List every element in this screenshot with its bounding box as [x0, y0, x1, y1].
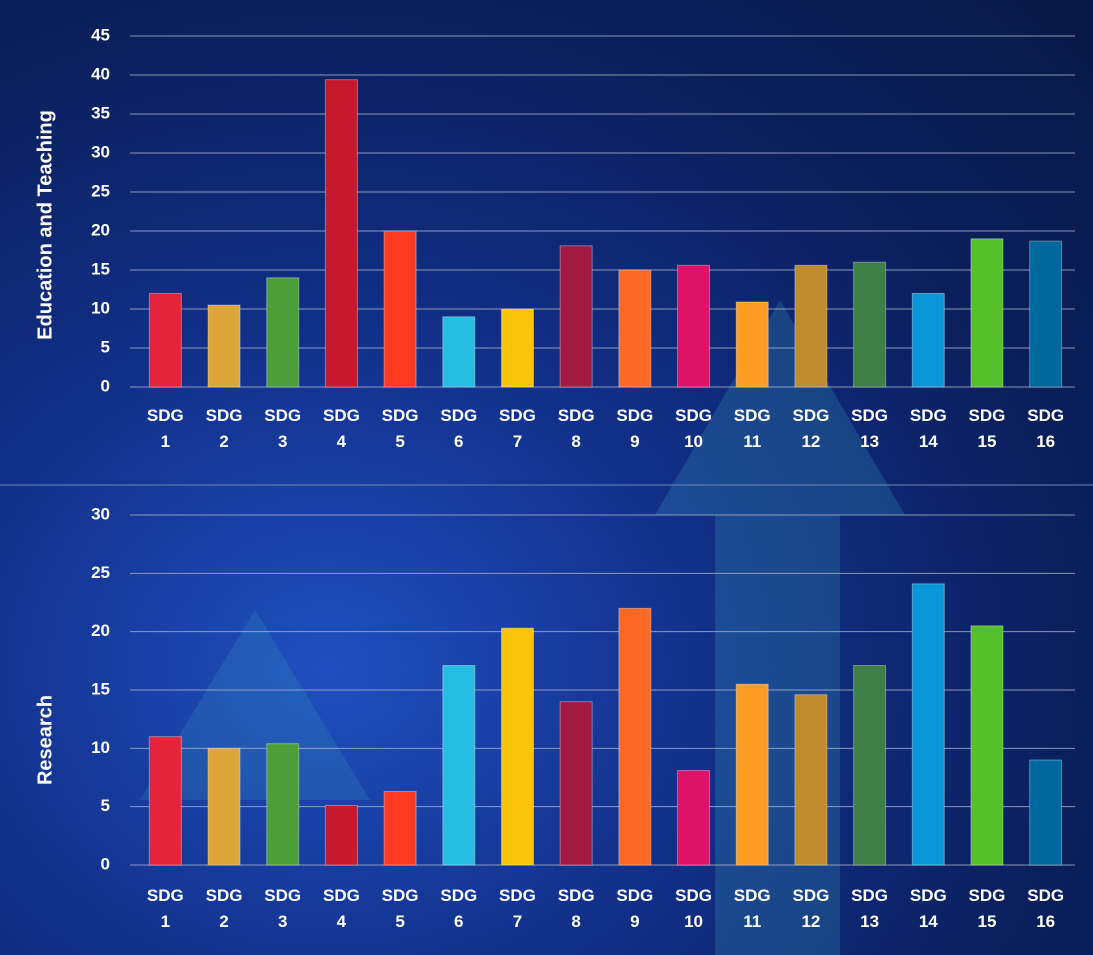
decor-arrow: [140, 610, 370, 800]
y-axis-title: Research: [34, 695, 56, 785]
y-tick-label: 40: [91, 64, 110, 83]
y-tick-label: 45: [91, 25, 110, 44]
x-tick-label: SDG 11: [733, 406, 771, 451]
bar: [970, 238, 1004, 388]
bar: [500, 627, 534, 866]
decor-arrow: [655, 300, 905, 955]
bar: [383, 230, 417, 388]
x-tick-label: SDG 10: [675, 886, 712, 931]
bar: [324, 79, 358, 388]
x-tick-label: SDG 12: [792, 886, 830, 931]
x-tick-label: SDG 8: [557, 406, 595, 451]
bar: [618, 269, 652, 388]
bar: [148, 736, 182, 866]
x-tick-label: SDG 9: [616, 406, 654, 451]
y-tick-label: 5: [101, 796, 110, 815]
y-tick-label: 25: [91, 181, 110, 200]
bar: [207, 304, 241, 388]
y-tick-label: 30: [91, 142, 110, 161]
x-tick-label: SDG 15: [968, 406, 1006, 451]
bar: [677, 264, 711, 388]
bar: [207, 747, 241, 866]
x-tick-label: SDG 7: [499, 406, 536, 451]
x-tick-label: SDG 2: [205, 886, 243, 931]
x-tick-label: SDG 14: [909, 886, 947, 931]
bar: [970, 625, 1004, 866]
bar: [794, 264, 828, 388]
bar: [1029, 759, 1063, 866]
y-tick-label: 20: [91, 621, 110, 640]
x-tick-label: SDG 2: [205, 406, 243, 451]
bar: [559, 245, 593, 388]
bar: [618, 607, 652, 866]
bar: [559, 701, 593, 866]
y-tick-label: 25: [91, 563, 110, 582]
y-tick-label: 5: [101, 337, 110, 356]
bar: [911, 583, 945, 866]
bar: [442, 665, 476, 866]
x-tick-label: SDG 7: [499, 886, 536, 931]
x-tick-label: SDG 10: [675, 406, 712, 451]
x-tick-label: SDG 8: [557, 886, 595, 931]
x-tick-label: SDG 5: [381, 886, 419, 931]
x-tick-label: SDG 14: [909, 406, 947, 451]
x-tick-label: SDG 16: [1027, 406, 1065, 451]
x-tick-label: SDG 3: [264, 886, 302, 931]
x-tick-label: SDG 6: [440, 886, 478, 931]
x-tick-label: SDG 3: [264, 406, 302, 451]
y-tick-label: 10: [91, 738, 110, 757]
y-tick-label: 15: [91, 259, 110, 278]
x-tick-label: SDG 16: [1027, 886, 1065, 931]
bar: [1029, 240, 1063, 388]
x-tick-label: SDG 1: [146, 406, 184, 451]
bar: [500, 308, 534, 388]
x-tick-label: SDG 5: [381, 406, 419, 451]
bar: [442, 316, 476, 388]
bar: [677, 770, 711, 866]
x-tick-label: SDG 12: [792, 406, 830, 451]
bar: [735, 683, 769, 866]
x-tick-label: SDG 11: [733, 886, 771, 931]
y-tick-label: 30: [91, 504, 110, 523]
y-tick-label: 35: [91, 103, 110, 122]
x-tick-label: SDG 15: [968, 886, 1006, 931]
bar: [383, 791, 417, 866]
bar: [266, 277, 300, 388]
x-tick-label: SDG 1: [146, 886, 184, 931]
x-tick-label: SDG 9: [616, 886, 654, 931]
y-axis-title: Education and Teaching: [34, 110, 56, 340]
y-tick-label: 15: [91, 679, 110, 698]
x-tick-label: SDG 13: [851, 406, 889, 451]
x-tick-label: SDG 13: [851, 886, 889, 931]
x-tick-label: SDG 4: [322, 406, 360, 451]
bar: [735, 301, 769, 388]
bar: [911, 292, 945, 388]
x-tick-label: SDG 6: [440, 406, 478, 451]
y-tick-label: 10: [91, 298, 110, 317]
x-tick-label: SDG 4: [322, 886, 360, 931]
bar: [853, 665, 887, 866]
y-tick-label: 0: [101, 854, 110, 873]
y-tick-label: 0: [101, 376, 110, 395]
bar: [853, 261, 887, 388]
bar: [266, 743, 300, 866]
bar: [794, 694, 828, 866]
bar: [324, 805, 358, 866]
bar: [148, 292, 182, 388]
y-tick-label: 20: [91, 220, 110, 239]
